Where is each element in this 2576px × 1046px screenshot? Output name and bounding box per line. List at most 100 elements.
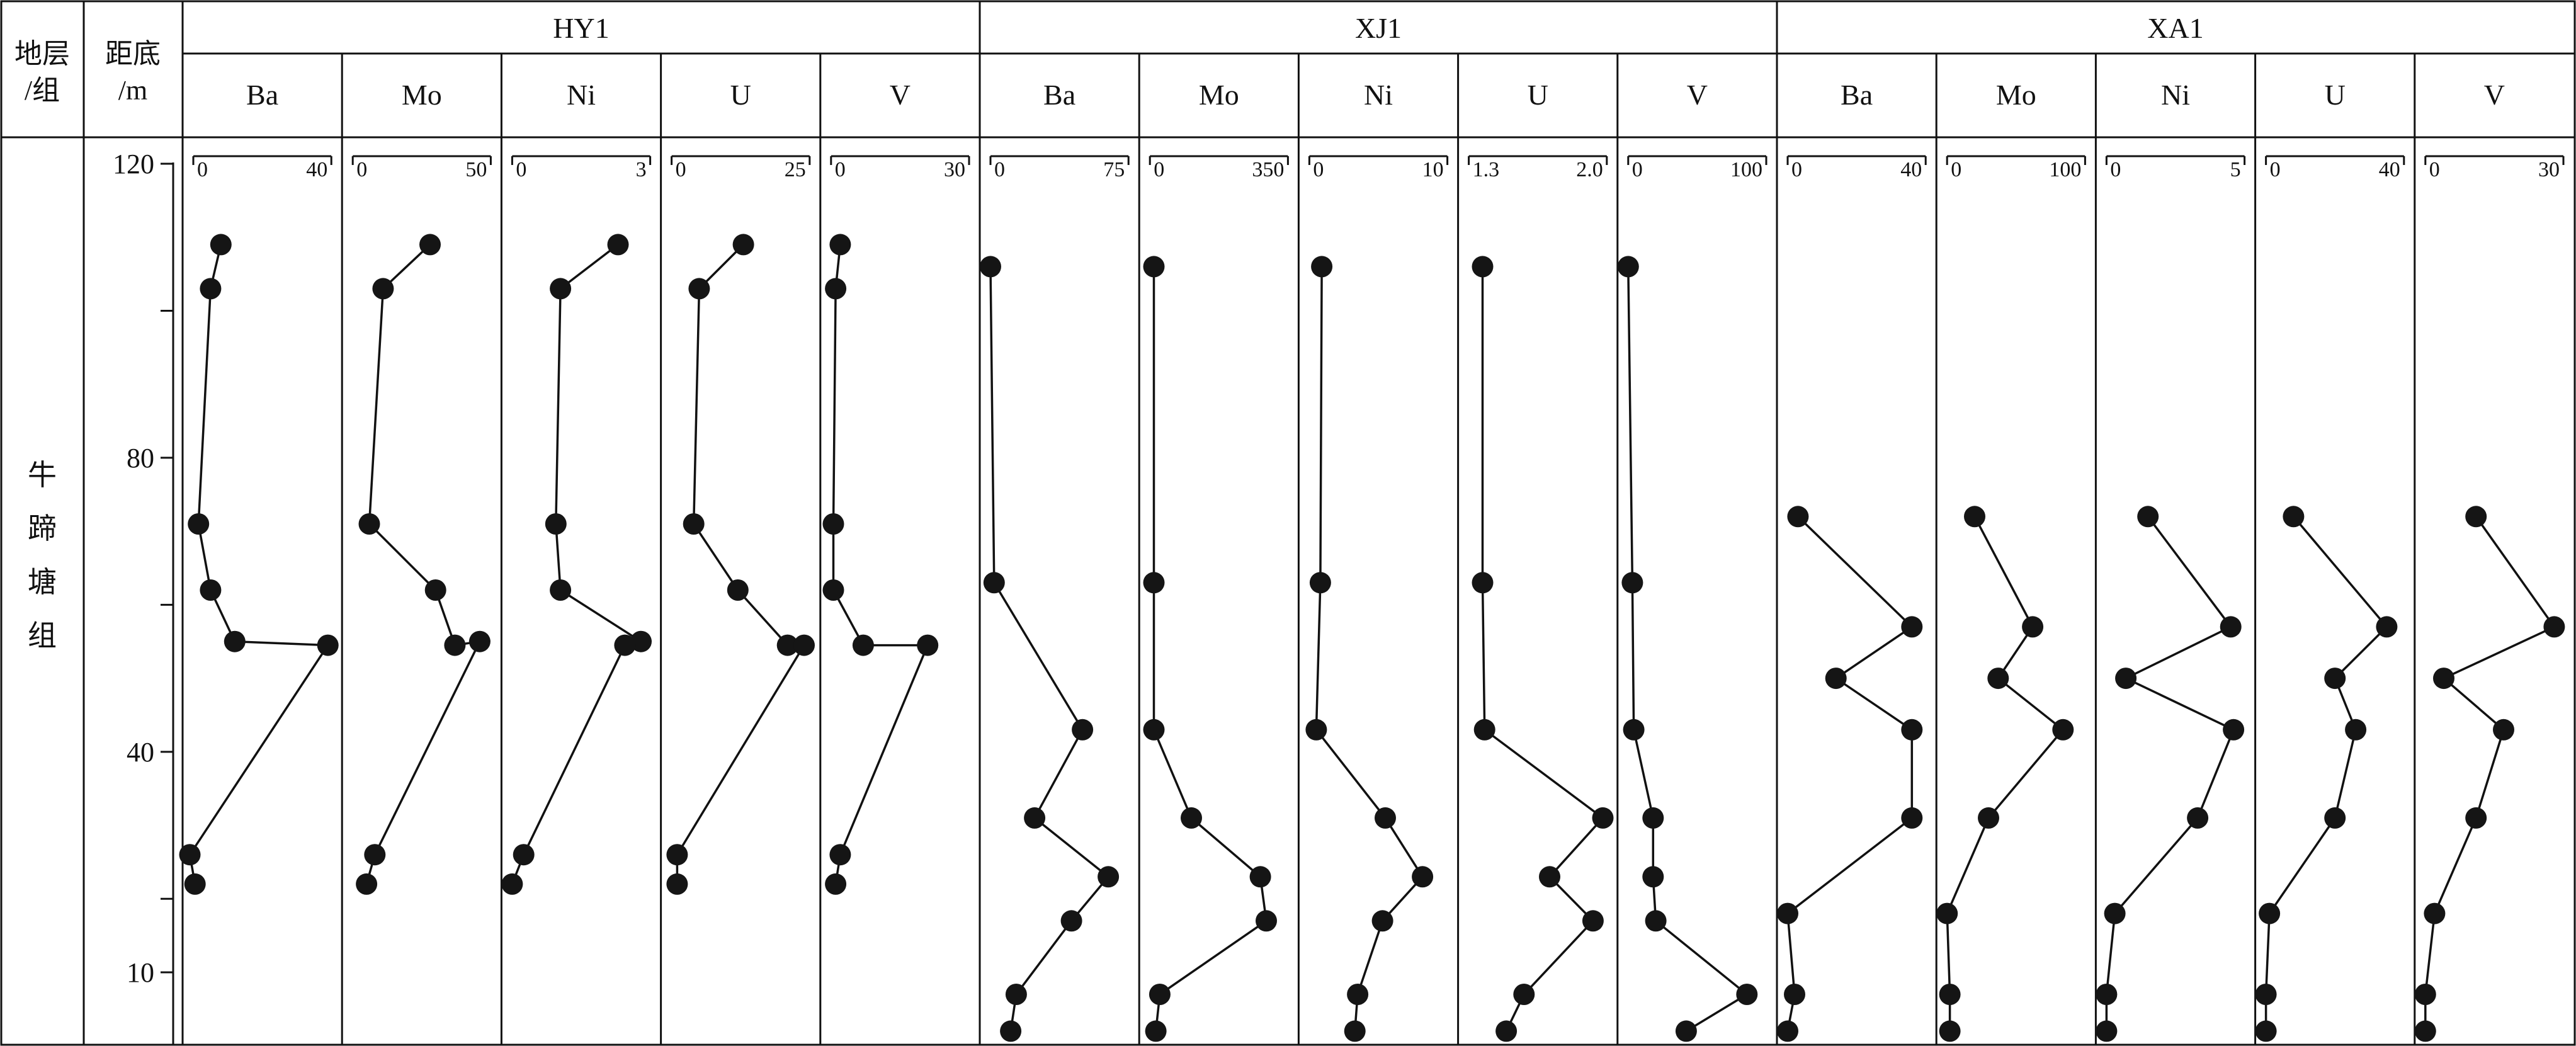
data-point bbox=[1901, 719, 1923, 741]
data-point bbox=[419, 234, 441, 256]
data-point bbox=[822, 513, 844, 535]
data-point bbox=[1181, 807, 1202, 829]
panel-hy1-u: U 0 25 bbox=[666, 54, 822, 1045]
data-point bbox=[2104, 902, 2126, 924]
value-axis-max-label: 40 bbox=[2379, 158, 2400, 181]
panel-hy1-ni: Ni 0 3 bbox=[501, 54, 662, 1045]
data-point bbox=[1473, 719, 1495, 741]
data-point bbox=[1642, 807, 1664, 829]
data-point bbox=[317, 634, 339, 656]
value-axis-min-label: 0 bbox=[1791, 158, 1802, 181]
series-line bbox=[2424, 516, 2556, 1032]
data-point bbox=[2137, 506, 2159, 528]
data-point bbox=[200, 278, 222, 300]
data-point bbox=[2465, 807, 2487, 829]
data-point bbox=[1472, 572, 1494, 594]
data-point bbox=[2220, 616, 2242, 638]
section-hy1: HY1 Ba 0 40 Mo 0 50 Ni 0 3 U 0 25 V 0 30 bbox=[179, 1, 981, 1045]
element-label: Ba bbox=[1841, 79, 1873, 111]
data-point bbox=[2187, 807, 2209, 829]
data-point bbox=[1256, 910, 1277, 932]
data-point bbox=[358, 513, 380, 535]
section-xj1: XJ1 Ba 0 75 Mo 0 350 Ni 0 10 U 1.3 2.0 V 0 100 bbox=[980, 1, 1778, 1045]
section-title: HY1 bbox=[553, 12, 609, 44]
data-point bbox=[1412, 866, 1434, 888]
data-point bbox=[1024, 807, 1046, 829]
data-point bbox=[727, 579, 749, 601]
value-axis-min-label: 0 bbox=[1951, 158, 1961, 181]
data-point bbox=[2433, 668, 2454, 690]
value-axis-max-label: 5 bbox=[2230, 158, 2241, 181]
data-point bbox=[2052, 719, 2074, 741]
value-axis-min-label: 1.3 bbox=[1473, 158, 1500, 181]
value-axis-max-label: 40 bbox=[1900, 158, 1922, 181]
series-line bbox=[989, 266, 1110, 1032]
series-line bbox=[1152, 266, 1268, 1032]
data-point bbox=[1309, 572, 1331, 594]
data-point bbox=[2424, 902, 2446, 924]
value-axis-max-label: 75 bbox=[1103, 158, 1125, 181]
element-label: Ni bbox=[1364, 79, 1393, 111]
data-point bbox=[1495, 1020, 1518, 1042]
panel-xj1-v: V 0 100 bbox=[1617, 79, 1767, 1042]
panel-xa1-v: V 0 30 bbox=[2414, 79, 2565, 1042]
data-point bbox=[1098, 866, 1120, 888]
data-point bbox=[424, 579, 446, 601]
data-point bbox=[2022, 616, 2044, 638]
data-point bbox=[1145, 1020, 1167, 1042]
data-point bbox=[614, 634, 636, 656]
data-point bbox=[917, 634, 939, 656]
value-axis-min-label: 0 bbox=[197, 158, 208, 181]
depth-tick-label: 80 bbox=[127, 443, 154, 474]
data-point bbox=[1371, 910, 1393, 932]
value-axis-min-label: 0 bbox=[1154, 158, 1164, 181]
data-point bbox=[825, 278, 847, 300]
data-point bbox=[2096, 984, 2118, 1005]
data-point bbox=[2376, 616, 2398, 638]
data-point bbox=[1513, 984, 1535, 1005]
data-point bbox=[688, 278, 710, 300]
depth-tick-label: 120 bbox=[113, 149, 154, 179]
element-label: Ba bbox=[246, 79, 278, 111]
data-point bbox=[1472, 256, 1494, 278]
value-axis-max-label: 2.0 bbox=[1576, 158, 1603, 181]
element-label: Ni bbox=[567, 79, 596, 111]
data-point bbox=[224, 630, 246, 652]
data-point bbox=[1939, 1020, 1961, 1042]
depth-label-line1: 距底 bbox=[105, 38, 161, 69]
strata-label-line1: 地层 bbox=[14, 38, 70, 69]
data-point bbox=[1787, 506, 1809, 528]
data-point bbox=[1784, 984, 1805, 1005]
data-point bbox=[1347, 984, 1369, 1005]
element-label: Ba bbox=[1043, 79, 1075, 111]
data-point bbox=[2324, 668, 2346, 690]
panel-xa1-ni: Ni 0 5 bbox=[2096, 54, 2257, 1045]
value-axis-min-label: 0 bbox=[1313, 158, 1324, 181]
series-line bbox=[2264, 516, 2388, 1032]
panel-xa1-ba: Ba 0 40 bbox=[1777, 54, 1938, 1045]
series-line bbox=[1786, 516, 1914, 1032]
value-axis-max-label: 25 bbox=[785, 158, 806, 181]
data-point bbox=[1736, 984, 1758, 1005]
value-axis-max-label: 350 bbox=[1252, 158, 1284, 181]
value-axis-min-label: 0 bbox=[2270, 158, 2281, 181]
element-label: V bbox=[890, 79, 911, 111]
data-point bbox=[200, 579, 222, 601]
data-point bbox=[2324, 807, 2346, 829]
data-point bbox=[630, 630, 652, 652]
data-point bbox=[1311, 256, 1333, 278]
panel-xj1-mo: Mo 0 350 bbox=[1143, 54, 1300, 1045]
panel-hy1-v: V 0 30 bbox=[822, 79, 970, 895]
value-axis-min-label: 0 bbox=[516, 158, 526, 181]
data-point bbox=[356, 873, 378, 895]
data-point bbox=[1777, 902, 1798, 924]
data-point bbox=[1539, 866, 1560, 888]
data-point bbox=[550, 579, 572, 601]
series-line bbox=[365, 244, 482, 885]
data-point bbox=[1060, 910, 1082, 932]
value-axis-min-label: 0 bbox=[994, 158, 1005, 181]
data-point bbox=[1675, 1020, 1697, 1042]
value-axis-min-label: 0 bbox=[1632, 158, 1643, 181]
data-point bbox=[179, 844, 201, 866]
